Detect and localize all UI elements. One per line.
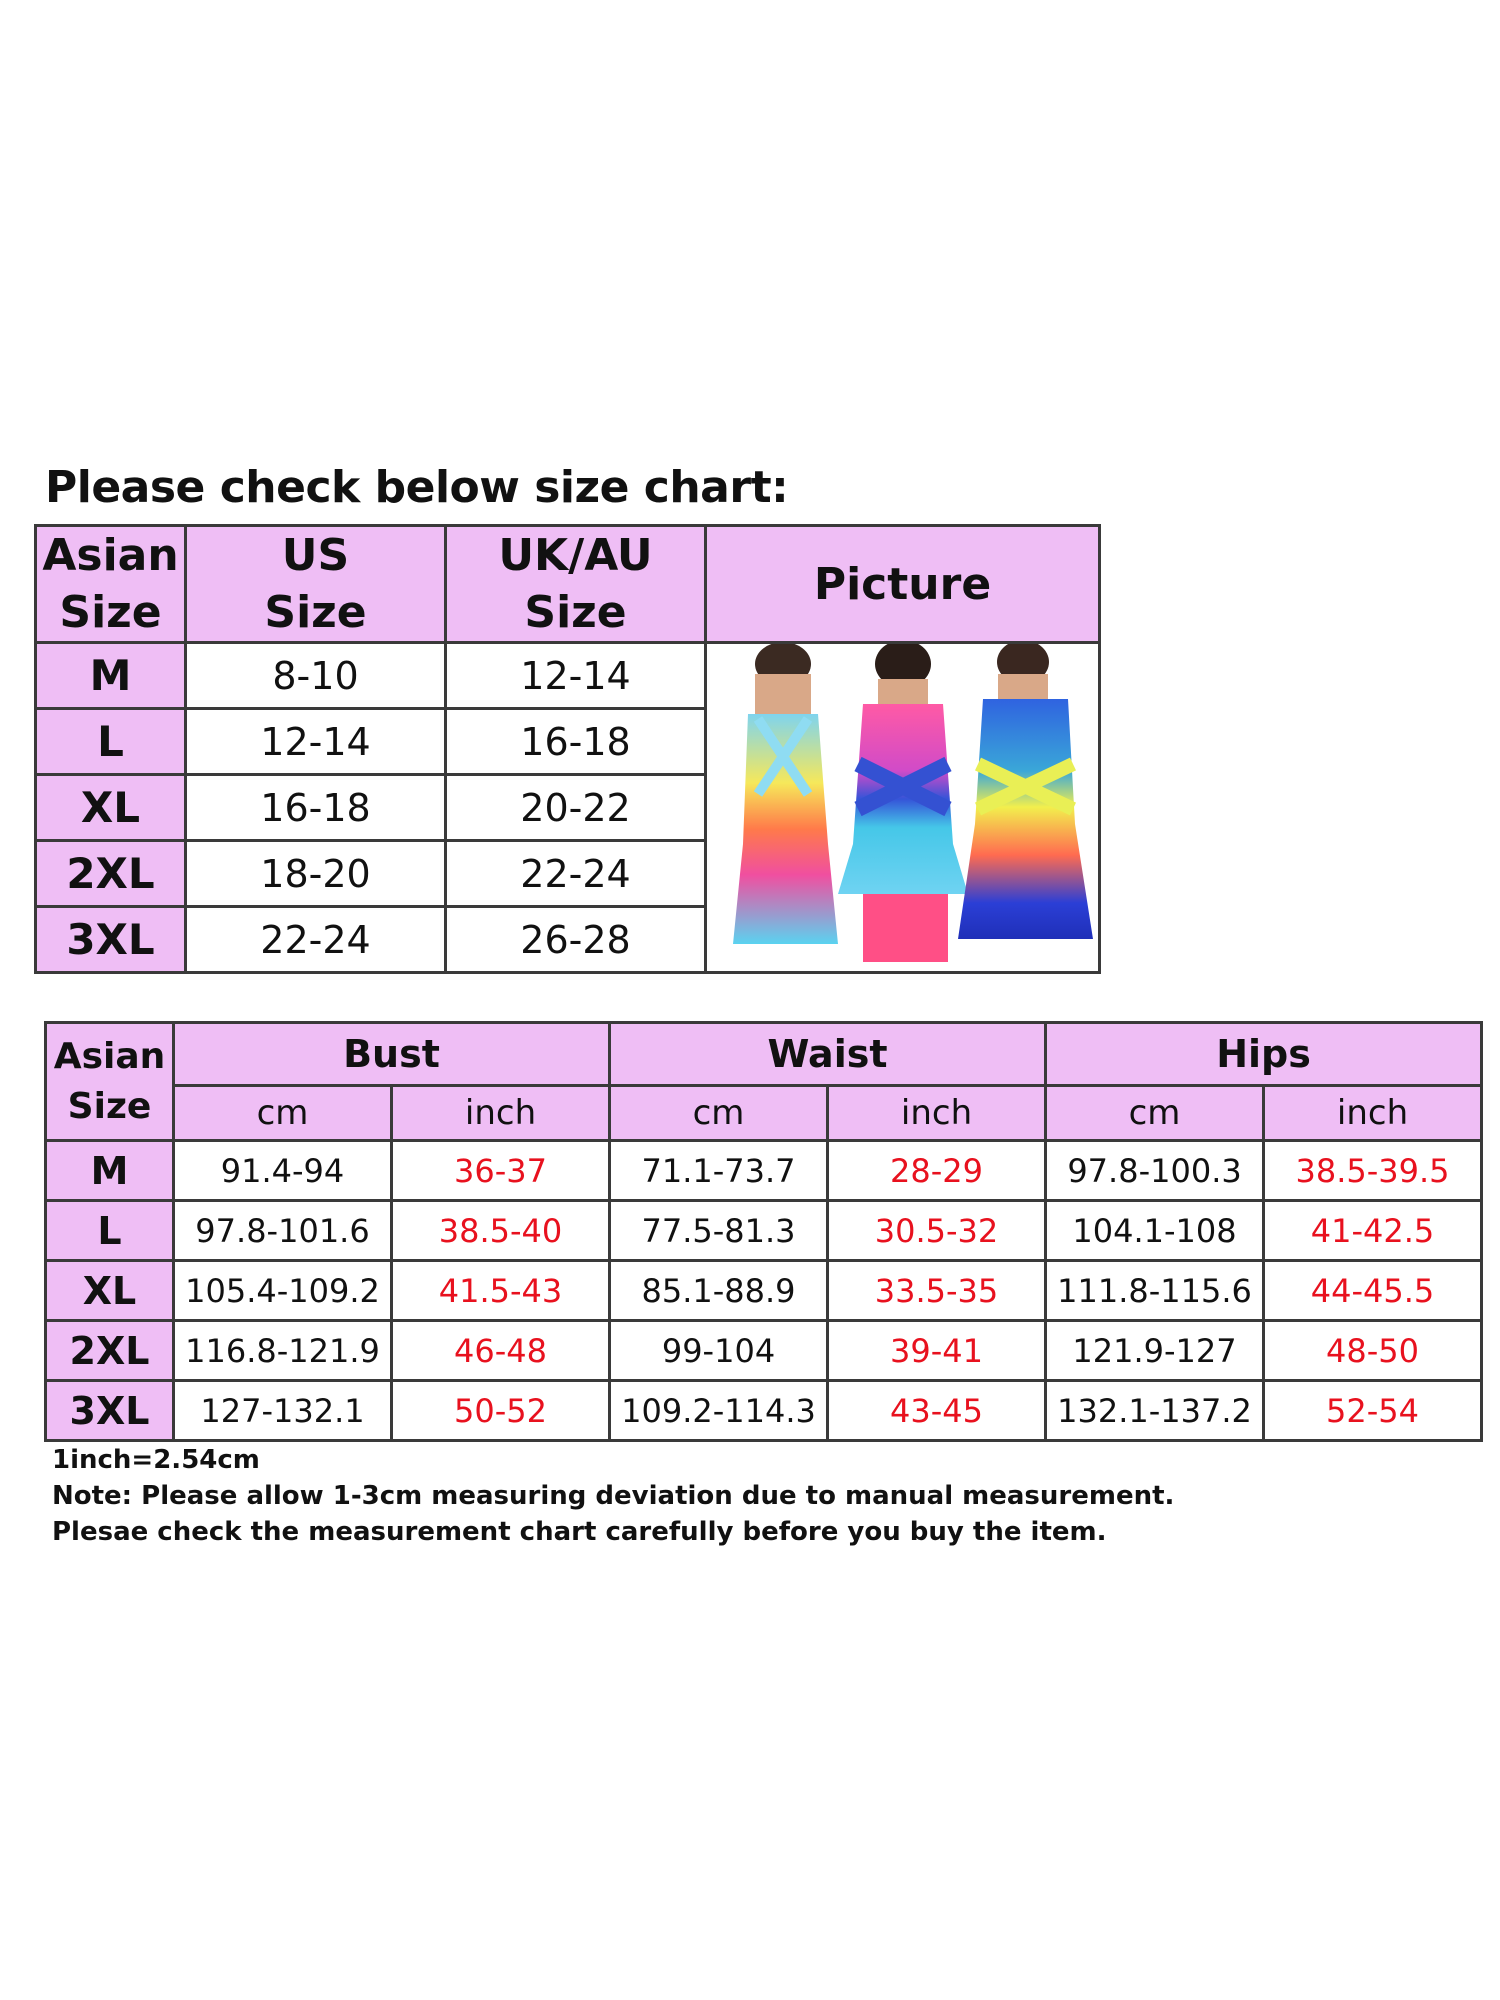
bust-inch-cell: 38.5-40 <box>390 1199 611 1262</box>
hips-inch-cell: 44-45.5 <box>1262 1259 1484 1322</box>
measurement-table: Asian Size Bust Waist Hips cm inch cm inc… <box>44 1021 1484 1442</box>
table-row: 3XL 22-24 26-28 <box>34 905 1100 974</box>
waist-inch-cell: 39-41 <box>825 1319 1048 1382</box>
table-row: 3XL 127-132.1 50-52 109.2-114.3 43-45 13… <box>44 1379 1484 1442</box>
waist-cm-cell: 85.1-88.9 <box>608 1259 829 1322</box>
deviation-note: Note: Please allow 1-3cm measuring devia… <box>52 1481 1175 1511</box>
bust-cm-cell: 105.4-109.2 <box>172 1259 393 1322</box>
unit-header-inch: inch <box>825 1084 1048 1142</box>
waist-cm-cell: 71.1-73.7 <box>608 1139 829 1202</box>
ukau-size-cell: 20-22 <box>444 773 707 842</box>
check-chart-note: Plesae check the measurement chart caref… <box>52 1517 1107 1547</box>
table-row: 2XL 18-20 22-24 <box>34 839 1100 908</box>
bust-inch-cell: 41.5-43 <box>390 1259 611 1322</box>
asian-size-cell: 2XL <box>34 839 187 908</box>
asian-size-cell: XL <box>44 1259 175 1322</box>
us-size-cell: 22-24 <box>184 905 447 974</box>
table-row: 2XL 116.8-121.9 46-48 99-104 39-41 121.9… <box>44 1319 1484 1382</box>
asian-size-cell: L <box>44 1199 175 1262</box>
hips-inch-cell: 52-54 <box>1262 1379 1484 1442</box>
picture-header: Picture <box>704 524 1101 644</box>
unit-header-cm: cm <box>172 1084 393 1142</box>
hips-inch-cell: 48-50 <box>1262 1319 1484 1382</box>
asian-size-cell: 3XL <box>44 1379 175 1442</box>
asian-size-header: Asian Size <box>44 1021 175 1142</box>
bust-inch-cell: 50-52 <box>390 1379 611 1442</box>
ukau-size-cell: 22-24 <box>444 839 707 908</box>
conversion-note: 1inch=2.54cm <box>52 1445 260 1475</box>
notes-block: 1inch=2.54cm Note: Please allow 1-3cm me… <box>52 1442 1174 1550</box>
hips-cm-cell: 97.8-100.3 <box>1044 1139 1266 1202</box>
unit-header-inch: inch <box>390 1084 611 1142</box>
waist-cm-cell: 99-104 <box>608 1319 829 1382</box>
asian-size-header: Asian Size <box>34 524 187 644</box>
asian-size-cell: M <box>44 1139 175 1202</box>
size-conversion-table: Asian Size US Size UK/AU Size Picture M 8-1… <box>34 524 1101 974</box>
asian-size-cell: 3XL <box>34 905 187 974</box>
bust-cm-cell: 97.8-101.6 <box>172 1199 393 1262</box>
ukau-size-cell: 16-18 <box>444 707 707 776</box>
bust-inch-cell: 46-48 <box>390 1319 611 1382</box>
table-row: M 8-10 12-14 <box>34 640 1101 974</box>
waist-inch-cell: 30.5-32 <box>825 1199 1048 1262</box>
waist-header: Waist <box>607 1021 1048 1087</box>
bust-cm-cell: 91.4-94 <box>172 1139 393 1202</box>
ukau-size-header: UK/AU Size <box>444 524 707 644</box>
unit-header-cm: cm <box>1044 1084 1266 1142</box>
asian-size-cell: 2XL <box>44 1319 175 1382</box>
hips-header: Hips <box>1044 1021 1484 1087</box>
waist-inch-cell: 28-29 <box>825 1139 1048 1202</box>
size-chart-heading: Please check below size chart: <box>45 462 789 513</box>
hips-inch-cell: 38.5-39.5 <box>1262 1139 1484 1202</box>
waist-cm-cell: 77.5-81.3 <box>608 1199 829 1262</box>
us-size-cell: 12-14 <box>184 707 447 776</box>
measurement-group-header-row: Asian Size Bust Waist Hips <box>44 1021 1484 1142</box>
unit-header-cm: cm <box>608 1084 829 1142</box>
bust-cm-cell: 116.8-121.9 <box>172 1319 393 1382</box>
us-size-cell: 18-20 <box>184 839 447 908</box>
measurement-unit-header-row: cm inch cm inch cm inch <box>46 1084 1484 1142</box>
hips-cm-cell: 121.9-127 <box>1044 1319 1266 1382</box>
hips-cm-cell: 132.1-137.2 <box>1044 1379 1266 1442</box>
asian-size-cell: L <box>34 707 187 776</box>
unit-header-inch: inch <box>1262 1084 1484 1142</box>
product-picture-cell <box>704 640 1101 974</box>
bust-inch-cell: 36-37 <box>390 1139 611 1202</box>
waist-inch-cell: 33.5-35 <box>825 1259 1048 1322</box>
ukau-size-cell: 12-14 <box>444 641 707 710</box>
asian-size-cell: M <box>34 641 187 710</box>
table-row: XL 105.4-109.2 41.5-43 85.1-88.9 33.5-35… <box>44 1259 1484 1322</box>
table-row: XL 16-18 20-22 <box>34 773 1100 842</box>
asian-size-cell: XL <box>34 773 187 842</box>
swimdress-product-photo <box>732 640 1093 962</box>
hips-cm-cell: 111.8-115.6 <box>1044 1259 1266 1322</box>
table-row: L 12-14 16-18 <box>34 707 1100 776</box>
us-size-header: US Size <box>184 524 447 644</box>
bust-cm-cell: 127-132.1 <box>172 1379 393 1442</box>
us-size-cell: 8-10 <box>184 641 447 710</box>
waist-inch-cell: 43-45 <box>825 1379 1048 1442</box>
hips-inch-cell: 41-42.5 <box>1262 1199 1484 1262</box>
bust-header: Bust <box>172 1021 611 1087</box>
size-table-header-row: Asian Size US Size UK/AU Size Picture <box>34 524 1101 644</box>
table-row: L 97.8-101.6 38.5-40 77.5-81.3 30.5-32 1… <box>44 1199 1484 1262</box>
table-row: M 91.4-94 36-37 71.1-73.7 28-29 97.8-100… <box>44 1139 1484 1202</box>
ukau-size-cell: 26-28 <box>444 905 707 974</box>
waist-cm-cell: 109.2-114.3 <box>608 1379 829 1442</box>
us-size-cell: 16-18 <box>184 773 447 842</box>
hips-cm-cell: 104.1-108 <box>1044 1199 1266 1262</box>
